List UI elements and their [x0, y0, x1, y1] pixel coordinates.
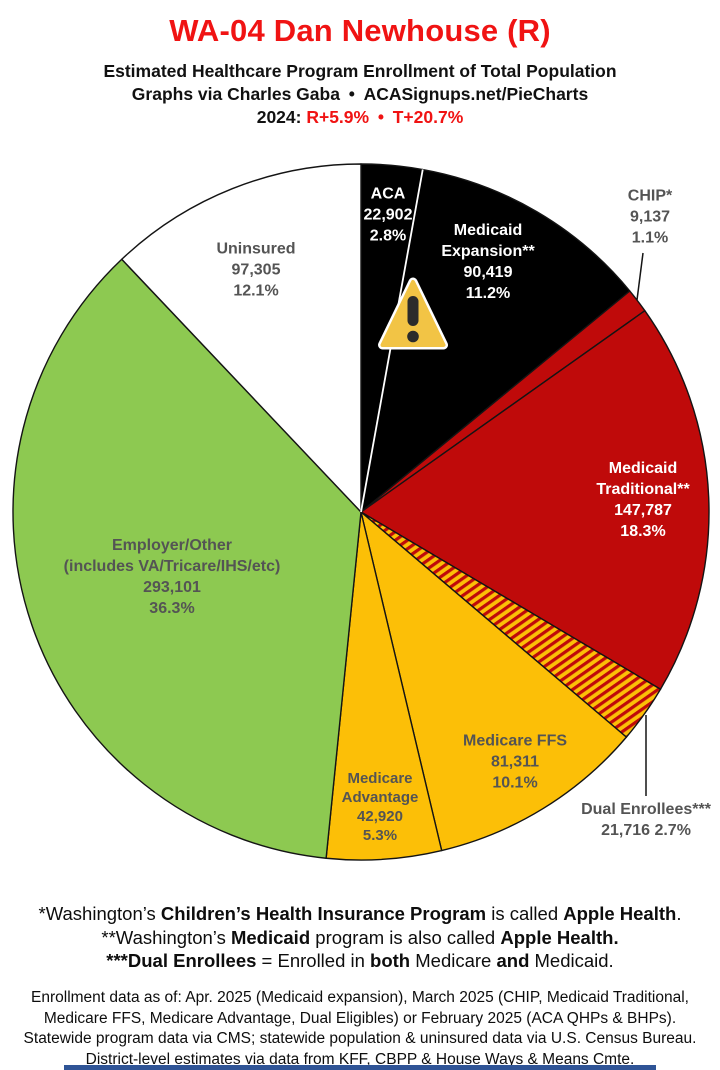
slice-label-line: Expansion**	[441, 243, 535, 260]
leader-line-chip	[636, 252, 644, 301]
pie-slice-medicaid-expansion	[360, 168, 631, 513]
pie-slice-medicare-ffs	[360, 511, 628, 852]
slice-label-employer-other: Employer/Other (includes VA/Tricare/IHS/e…	[64, 535, 281, 619]
slice-label-line: 22,902	[363, 206, 413, 224]
pie-slice-employer-other	[12, 258, 362, 859]
text-segment: Medicaid	[230, 926, 311, 948]
slice-label-line: Dual Enrollees***	[581, 801, 711, 818]
pie-slice-medicaid-traditional	[360, 309, 710, 690]
source-line: Enrollment data as of: Apr. 2025 (Medica…	[31, 989, 689, 1006]
text-segment: ***Dual Enrollees	[106, 950, 257, 971]
slice-label-medicaid-traditional: Medicaid Traditional** 147,787 18.3%	[596, 458, 689, 542]
page-title: WA-04 Dan Newhouse (R)	[169, 13, 551, 48]
slice-label-line: Uninsured	[216, 240, 296, 258]
partisan-lean-line: 2024: R+5.9% • T+20.7%	[0, 106, 720, 129]
subtitle: Estimated Healthcare Program Enrollment …	[103, 61, 617, 81]
footnote-line: *Washington’s Children’s Health Insuranc…	[0, 902, 720, 926]
text-segment: both	[370, 950, 411, 971]
text-segment: and	[496, 950, 530, 971]
slice-label-line: Traditional**	[596, 481, 690, 498]
text-segment: **Washington’s	[101, 926, 231, 948]
slice-label-line: ACA	[370, 185, 406, 203]
source-line: District-level estimates via data from K…	[85, 1050, 635, 1068]
slice-label-line: (includes VA/Tricare/IHS/etc)	[63, 558, 281, 575]
slice-label-line: Medicare	[347, 770, 413, 787]
text-segment: Medicaid.	[529, 950, 614, 971]
slice-label-dual-enrollees: Dual Enrollees*** 21,716 2.7%	[581, 799, 711, 841]
slice-label-line: Employer/Other	[111, 537, 233, 554]
slice-label-line: 36.3%	[149, 600, 195, 617]
slice-label-line: 81,311	[490, 753, 540, 771]
text-segment: •	[369, 107, 393, 127]
slice-label-uninsured: Uninsured 97,305 12.1%	[216, 239, 295, 302]
bottom-bar	[64, 1065, 656, 1070]
footnote-line: ***Dual Enrollees = Enrolled in both Med…	[0, 949, 720, 973]
pie-chart	[12, 163, 710, 861]
slice-label-line: 97,305	[231, 261, 281, 279]
warning-icon	[378, 277, 448, 350]
header: WA-04 Dan Newhouse (R) Estimated Healthc…	[0, 13, 720, 129]
source-line: Medicare FFS, Medicare Advantage, Dual E…	[43, 1009, 677, 1027]
text-segment: *Washington’s	[38, 903, 161, 924]
byline: Graphs via Charles Gaba • ACASignups.net…	[131, 84, 589, 104]
text-segment: is called	[486, 903, 564, 924]
slice-label-line: 5.3%	[362, 827, 398, 844]
slice-label-line: 2.8%	[369, 227, 407, 245]
pie-chart-area: ACA 22,902 2.8% Medicaid Expansion** 90,419 11…	[0, 140, 720, 880]
slice-label-line: 90,419	[463, 264, 513, 281]
text-segment: Apple Health.	[500, 926, 619, 948]
slice-label-line: Medicaid	[608, 460, 678, 477]
slice-label-line: 9,137	[629, 208, 671, 226]
slice-label-line: Medicare FFS	[462, 732, 568, 750]
slice-label-line: 18.3%	[620, 523, 666, 540]
slice-label-chip: CHIP* 9,137 1.1%	[628, 186, 672, 249]
text-segment: T+20.7%	[392, 107, 464, 127]
source-line: Statewide program data via CMS; statewid…	[23, 1030, 697, 1047]
text-segment: Children’s Health Insurance Program	[160, 903, 487, 924]
slice-label-medicare-advantage: Medicare Advantage 42,920 5.3%	[342, 769, 419, 845]
slice-label-aca: ACA 22,902 2.8%	[364, 184, 413, 247]
slice-label-line: 21,716 2.7%	[601, 822, 691, 839]
slice-label-medicaid-expansion: Medicaid Expansion** 90,419 11.2%	[441, 220, 534, 304]
slice-label-line: Medicaid	[453, 222, 523, 239]
pie-labels-layer: ACA 22,902 2.8% Medicaid Expansion** 90,419 11…	[0, 140, 720, 880]
slice-label-line: 1.1%	[631, 229, 669, 247]
slice-label-line: 42,920	[357, 808, 403, 825]
text-segment: Medicare	[410, 950, 497, 971]
text-segment: R+5.9%	[306, 107, 370, 127]
slice-label-medicare-ffs: Medicare FFS 81,311 10.1%	[463, 731, 567, 794]
footnote-line: **Washington’s Medicaid program is also …	[0, 926, 720, 950]
pie-slice-uninsured	[121, 163, 362, 513]
footnotes: *Washington’s Children’s Health Insuranc…	[0, 902, 720, 973]
source-note: Enrollment data as of: Apr. 2025 (Medica…	[0, 988, 720, 1070]
text-segment: = Enrolled in	[256, 950, 371, 971]
slice-label-line: CHIP*	[627, 187, 673, 205]
text-segment: .	[676, 903, 682, 924]
slice-label-line: 293,101	[143, 579, 201, 596]
slice-label-line: 10.1%	[492, 774, 538, 792]
text-segment: 2024:	[256, 107, 307, 127]
slice-label-line: 12.1%	[233, 282, 279, 300]
slice-label-line: Advantage	[341, 789, 419, 806]
text-segment: Apple Health	[563, 903, 677, 924]
text-segment: program is also called	[310, 926, 501, 948]
slice-label-line: 147,787	[614, 502, 672, 519]
slice-label-line: 11.2%	[465, 285, 511, 302]
